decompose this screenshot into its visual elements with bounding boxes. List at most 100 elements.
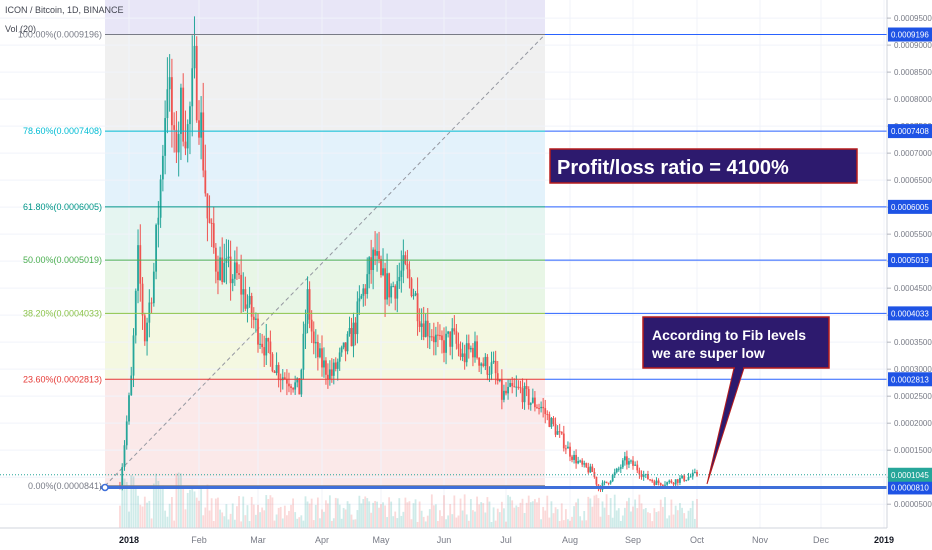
- candle-body: [400, 270, 403, 277]
- volume-bars: [119, 472, 698, 528]
- volume-bar: [564, 509, 567, 528]
- candle-body: [358, 298, 361, 302]
- volume-bar: [569, 520, 571, 528]
- volume-bar: [372, 502, 375, 528]
- volume-bar: [591, 506, 594, 528]
- volume-bar: [240, 521, 243, 528]
- candle-body: [159, 179, 162, 218]
- volume-bar: [352, 519, 355, 528]
- volume-bar: [494, 520, 497, 528]
- volume-bar: [354, 519, 357, 528]
- volume-bar: [463, 494, 466, 528]
- candle-body: [265, 338, 268, 356]
- candle-body: [548, 414, 551, 427]
- volume-bar: [453, 495, 456, 528]
- volume-bar: [248, 521, 251, 528]
- volume-bar: [661, 506, 664, 528]
- volume-bar: [659, 499, 662, 528]
- candle-body: [500, 379, 503, 400]
- candle-body: [323, 360, 325, 368]
- volume-bar: [189, 489, 191, 528]
- volume-bar: [319, 518, 321, 528]
- candle-body: [321, 348, 323, 368]
- profit-loss-annotation[interactable]: Profit/loss ratio = 4100%: [549, 148, 858, 184]
- volume-bar: [577, 498, 580, 528]
- candle-body: [275, 364, 278, 373]
- candle-body: [132, 335, 135, 376]
- candle-body: [269, 341, 272, 355]
- volume-bar: [177, 472, 180, 528]
- support-line-anchor: [101, 483, 109, 492]
- candle-body: [638, 470, 641, 475]
- volume-bar: [414, 499, 417, 528]
- candle-body: [308, 289, 311, 320]
- volume-bar: [527, 495, 530, 528]
- time-tick-label: Dec: [813, 535, 830, 545]
- volume-bar: [593, 495, 596, 528]
- volume-bar: [134, 487, 137, 528]
- candle-body: [139, 245, 142, 284]
- volume-bar: [121, 480, 124, 528]
- fib-zone: [105, 260, 545, 314]
- candle-body: [259, 343, 261, 345]
- candle-body: [628, 461, 630, 465]
- volume-bar: [193, 491, 196, 528]
- price-tick-label: 0.0003000: [894, 365, 932, 374]
- volume-bar: [302, 520, 305, 528]
- price-tag: 0.0007408: [888, 124, 932, 139]
- candle-body: [210, 222, 213, 224]
- candle-body: [605, 481, 608, 483]
- volume-bar: [155, 473, 157, 528]
- candle-body: [573, 454, 575, 460]
- candle-body: [312, 331, 315, 344]
- volume-bar: [277, 507, 280, 528]
- candle-body: [273, 371, 276, 373]
- candle-body: [332, 362, 335, 376]
- volume-bar: [304, 496, 307, 528]
- candle-body: [350, 328, 353, 347]
- volume-bar: [380, 504, 382, 528]
- volume-bar: [321, 509, 323, 528]
- candle-body: [143, 315, 146, 342]
- volume-bar: [430, 494, 433, 528]
- volume-bar: [195, 497, 198, 528]
- candle-body: [374, 249, 376, 256]
- volume-bar: [432, 505, 435, 528]
- volume-bar: [400, 515, 403, 528]
- candle-body: [459, 348, 462, 357]
- time-tick-label: Jul: [500, 535, 512, 545]
- candle-body: [523, 386, 526, 403]
- candle-body: [515, 386, 518, 388]
- fib-callout-annotation[interactable]: According to Fib levels we are super low: [642, 316, 830, 485]
- volume-bar: [236, 506, 238, 528]
- candle-body: [354, 322, 357, 335]
- volume-bar: [634, 499, 637, 528]
- volume-bar: [376, 501, 378, 528]
- volume-bar: [300, 515, 303, 528]
- volume-bar: [227, 519, 230, 528]
- candle-body: [482, 363, 485, 367]
- candle-body: [191, 68, 194, 107]
- price-tick-label: 0.0005500: [894, 230, 932, 239]
- volume-bar: [168, 503, 171, 528]
- volume-bar: [404, 497, 407, 528]
- volume-bar: [445, 519, 447, 528]
- symbol-header: ICON / Bitcoin, 1D, BINANCE: [5, 5, 124, 15]
- volume-bar: [225, 504, 228, 528]
- candle-body: [294, 382, 297, 390]
- candle-body: [412, 295, 415, 297]
- level-lines: [0, 34, 887, 492]
- candle-body: [193, 45, 196, 69]
- volume-bar: [370, 512, 373, 528]
- candle-body: [529, 402, 532, 405]
- volume-bar: [617, 508, 620, 528]
- volume-bar: [523, 513, 526, 528]
- candle-body: [168, 77, 171, 90]
- candle-body: [242, 289, 245, 295]
- price-tag-text: 0.0007408: [891, 127, 929, 136]
- candle-body: [623, 456, 626, 461]
- candle-body: [687, 477, 690, 480]
- volume-bar: [681, 507, 683, 528]
- volume-bar: [269, 495, 272, 528]
